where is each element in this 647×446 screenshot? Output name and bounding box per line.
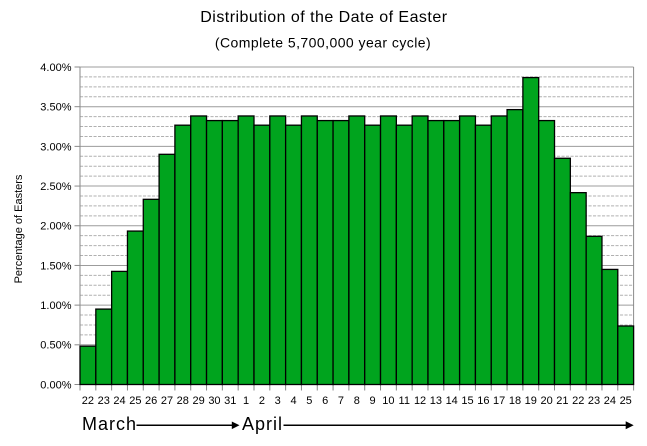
- svg-text:3.00%: 3.00%: [40, 141, 71, 153]
- svg-text:10: 10: [382, 395, 394, 407]
- svg-text:15: 15: [461, 395, 473, 407]
- svg-text:24: 24: [604, 395, 616, 407]
- svg-text:Distribution of the Date of Ea: Distribution of the Date of Easter: [200, 9, 447, 26]
- svg-text:4.00%: 4.00%: [40, 62, 71, 74]
- svg-text:1: 1: [243, 395, 249, 407]
- svg-text:25: 25: [620, 395, 632, 407]
- svg-text:(Complete 5,700,000 year cycle: (Complete 5,700,000 year cycle): [215, 35, 431, 51]
- svg-text:1.00%: 1.00%: [40, 300, 71, 312]
- svg-text:April: April: [242, 414, 283, 434]
- svg-text:2: 2: [259, 395, 265, 407]
- svg-text:21: 21: [556, 395, 568, 407]
- svg-text:Percentage of Easters: Percentage of Easters: [13, 174, 25, 283]
- svg-text:1.50%: 1.50%: [40, 260, 71, 272]
- svg-text:5: 5: [306, 395, 312, 407]
- svg-text:7: 7: [338, 395, 344, 407]
- svg-text:12: 12: [414, 395, 426, 407]
- svg-text:26: 26: [145, 395, 157, 407]
- svg-text:18: 18: [509, 395, 521, 407]
- svg-text:March: March: [82, 414, 137, 434]
- svg-text:2.50%: 2.50%: [40, 181, 71, 193]
- svg-text:24: 24: [113, 395, 125, 407]
- svg-text:3: 3: [275, 395, 281, 407]
- svg-text:23: 23: [588, 395, 600, 407]
- svg-text:25: 25: [129, 395, 141, 407]
- svg-text:0.00%: 0.00%: [40, 379, 71, 391]
- svg-text:16: 16: [477, 395, 489, 407]
- svg-text:29: 29: [193, 395, 205, 407]
- svg-text:22: 22: [82, 395, 94, 407]
- svg-text:31: 31: [224, 395, 236, 407]
- svg-text:17: 17: [493, 395, 505, 407]
- svg-text:14: 14: [446, 395, 458, 407]
- svg-text:2.00%: 2.00%: [40, 221, 71, 233]
- svg-text:8: 8: [354, 395, 360, 407]
- svg-text:13: 13: [430, 395, 442, 407]
- svg-text:11: 11: [399, 395, 410, 407]
- svg-text:4: 4: [290, 395, 296, 407]
- svg-text:30: 30: [208, 395, 220, 407]
- svg-text:3.50%: 3.50%: [40, 102, 71, 114]
- svg-text:27: 27: [161, 395, 173, 407]
- svg-text:6: 6: [322, 395, 328, 407]
- svg-text:28: 28: [177, 395, 189, 407]
- svg-text:19: 19: [525, 395, 537, 407]
- svg-text:22: 22: [572, 395, 584, 407]
- svg-text:0.50%: 0.50%: [40, 340, 71, 352]
- svg-text:20: 20: [540, 395, 552, 407]
- svg-text:9: 9: [370, 395, 376, 407]
- svg-text:23: 23: [98, 395, 110, 407]
